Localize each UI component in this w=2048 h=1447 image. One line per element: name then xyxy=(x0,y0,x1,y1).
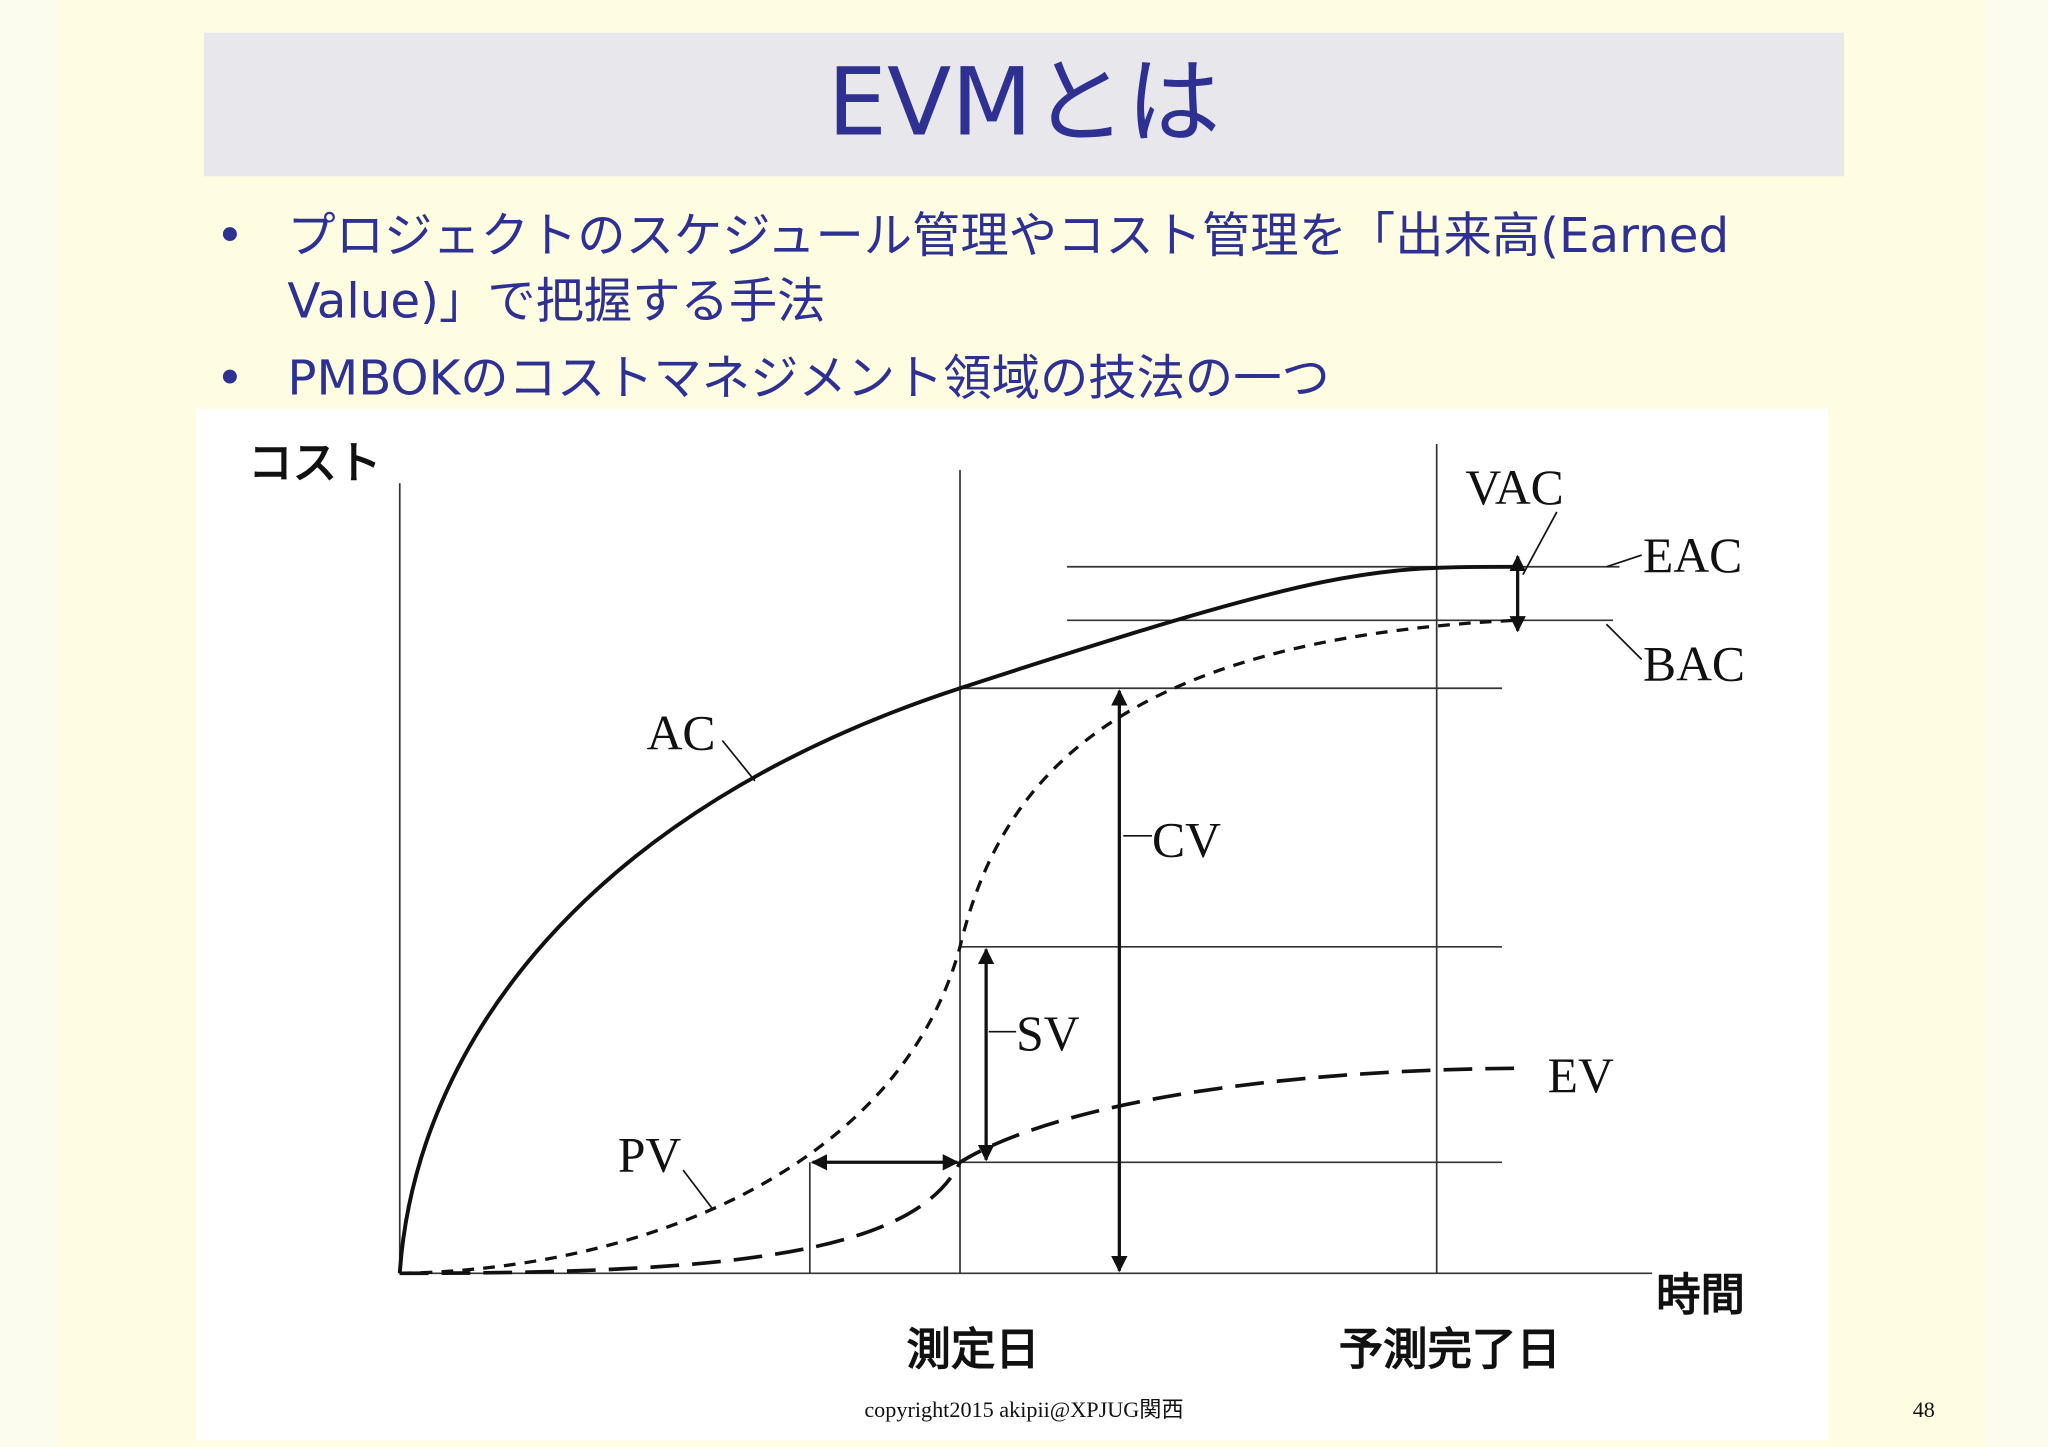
bullet-line: PMBOKのコストマネジメント領域の技法の一つ xyxy=(287,350,1329,406)
sv-label: SV xyxy=(1016,1006,1080,1061)
ev-curve xyxy=(399,1066,1516,1276)
marker-label: 予測完了日 xyxy=(1339,1325,1561,1376)
vac-label: VAC xyxy=(1465,460,1563,515)
arrows xyxy=(810,554,1526,1273)
bullet-symbol: • xyxy=(216,350,245,406)
bullet-line: Value)」で把握する手法 xyxy=(287,273,825,329)
x-axis-label: 時間 xyxy=(1656,1270,1745,1321)
pv-curve xyxy=(399,618,1516,1275)
ac-curve xyxy=(397,564,1516,1274)
pv-label: PV xyxy=(618,1127,682,1182)
page-number: 48 xyxy=(1913,1397,1935,1422)
slide-title: EVMとは xyxy=(828,48,1221,157)
guide-lines xyxy=(398,444,1653,1275)
marker-label: 測定日 xyxy=(906,1325,1039,1376)
diagram-background xyxy=(196,408,1829,1441)
title-band xyxy=(203,32,1845,177)
bac-label: BAC xyxy=(1643,636,1745,691)
bullet-symbol: • xyxy=(216,208,245,264)
y-axis-label: コスト xyxy=(248,438,381,489)
axis-labels: コスト 時間 測定日 予測完了日 xyxy=(248,438,1745,1376)
leader-lines xyxy=(682,511,1643,1209)
cv-label: CV xyxy=(1152,813,1221,868)
bullet-line: プロジェクトのスケジュール管理やコスト管理を「出来高(Earned xyxy=(287,208,1729,264)
bullets: • プロジェクトのスケジュール管理やコスト管理を「出来高(Earned Valu… xyxy=(216,208,1730,406)
diagram-labels: VAC EAC BAC AC CV SV EV PV xyxy=(618,460,1745,1182)
ac-label: AC xyxy=(647,706,716,761)
ev-label: EV xyxy=(1548,1048,1614,1103)
eac-label: EAC xyxy=(1643,528,1742,583)
copyright: copyright2015 akipii@XPJUG関西 xyxy=(864,1397,1183,1422)
